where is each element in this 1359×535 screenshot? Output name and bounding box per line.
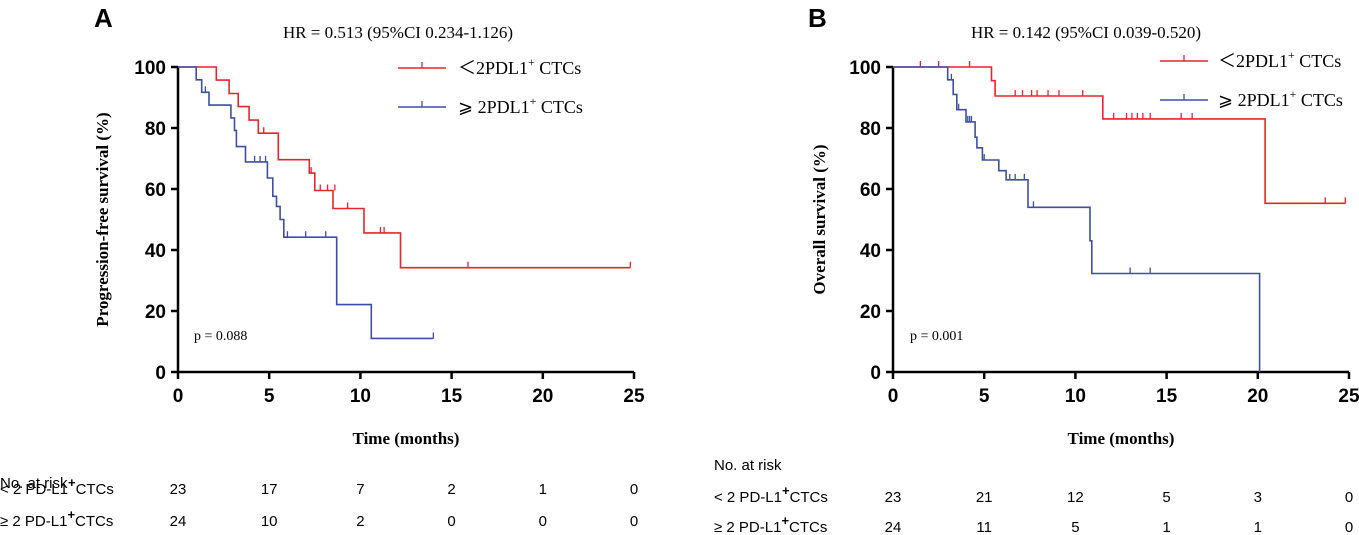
y-tick-label: 40 [860, 241, 881, 262]
survival-curve-series-2 [893, 66, 1261, 372]
risk-table-row-label: < 2 PD-L1+CTCs [714, 483, 828, 506]
x-tick-label: 0 [173, 386, 184, 407]
y-tick-label: 20 [145, 302, 166, 323]
risk-table-value: 2 [356, 513, 364, 530]
risk-table-value: 0 [630, 481, 638, 498]
risk-table-value: 12 [1067, 489, 1084, 506]
survival-curve-series-2 [178, 66, 434, 340]
risk-table-value: 7 [356, 481, 364, 498]
panel-a: A HR = 0.513 (95%CI 0.234-1.126)020406080… [0, 3, 645, 530]
y-axis-label: Progression-free survival (%) [93, 112, 112, 326]
risk-table-value: 1 [1162, 519, 1170, 535]
risk-table-value: 3 [1254, 489, 1262, 506]
x-tick-label: 25 [623, 386, 645, 407]
x-tick-label: 20 [532, 386, 553, 407]
x-tick-label: 0 [888, 386, 899, 407]
y-tick-label: 0 [870, 363, 881, 384]
risk-table-value: 0 [447, 513, 455, 530]
risk-table-value: 23 [170, 481, 187, 498]
legend-entry: ⩾ 2PDL1+ CTCs [1218, 87, 1343, 110]
legend-entry: ⩾ 2PDL1+ CTCs [458, 94, 583, 117]
y-axis-label: Overall survival (%) [810, 144, 829, 294]
legend-entry: ＜2PDL1+ CTCs [1218, 48, 1341, 71]
risk-table-value: 23 [885, 489, 902, 506]
risk-table-row-label: ≥ 2 PD-L1+CTCs [714, 513, 827, 535]
risk-table-header: No. at risk [0, 475, 68, 492]
legend-entry: ＜2PDL1+ CTCs [458, 55, 581, 78]
risk-table-value: 11 [976, 519, 992, 535]
risk-table-value: 21 [976, 489, 993, 506]
risk-table-value: 1 [1254, 519, 1262, 535]
x-tick-label: 5 [264, 386, 275, 407]
risk-table-value: 17 [261, 481, 278, 498]
x-axis-label: Time (months) [353, 429, 460, 448]
risk-table-value: 0 [539, 513, 547, 530]
panel-label: B [808, 3, 827, 33]
risk-table-value: 0 [1345, 519, 1353, 535]
risk-table-row-label: ≥ 2 PD-L1+CTCs [0, 507, 113, 530]
hazard-ratio-title: HR = 0.142 (95%CI 0.039-0.520) [971, 23, 1201, 42]
x-tick-label: 15 [1156, 386, 1178, 407]
risk-table-header: No. at risk [714, 457, 782, 474]
risk-table-value: 1 [539, 481, 547, 498]
x-tick-label: 15 [441, 386, 463, 407]
x-tick-label: 25 [1338, 386, 1359, 407]
y-tick-label: 80 [860, 119, 881, 140]
x-tick-label: 10 [1065, 386, 1086, 407]
survival-curve-series-1 [893, 66, 1346, 205]
survival-curve-series-1 [178, 66, 631, 269]
y-tick-label: 20 [860, 302, 881, 323]
x-tick-label: 10 [350, 386, 371, 407]
risk-table-value: 5 [1162, 489, 1170, 506]
risk-table-value: 2 [447, 481, 455, 498]
panel-label: A [94, 3, 113, 33]
y-tick-label: 100 [134, 58, 166, 79]
x-axis-label: Time (months) [1068, 429, 1175, 448]
y-tick-label: 40 [145, 241, 166, 262]
risk-table-row-label: < 2 PD-L1+CTCs [0, 475, 114, 498]
panel-b: B HR = 0.142 (95%CI 0.039-0.520) 0 20 40 60 80… [714, 3, 1359, 535]
y-tick-label: 60 [860, 180, 881, 201]
p-value-annotation: p = 0.088 [194, 329, 247, 344]
risk-table-value: 24 [885, 519, 902, 535]
y-tick-label: 60 [145, 180, 166, 201]
risk-table-value: 24 [170, 513, 187, 530]
x-tick-label: 20 [1247, 386, 1268, 407]
y-tick-label: 80 [145, 119, 166, 140]
p-value-annotation: p = 0.001 [910, 329, 963, 344]
y-tick-label: 100 [849, 58, 881, 79]
risk-table-value: 0 [1345, 489, 1353, 506]
y-tick-label: 0 [155, 363, 166, 384]
risk-table-value: 5 [1071, 519, 1079, 535]
x-tick-label: 5 [979, 386, 990, 407]
risk-table-value: 0 [630, 513, 638, 530]
hazard-ratio-title: HR = 0.513 (95%CI 0.234-1.126) [283, 23, 513, 42]
risk-table-value: 10 [261, 513, 278, 530]
